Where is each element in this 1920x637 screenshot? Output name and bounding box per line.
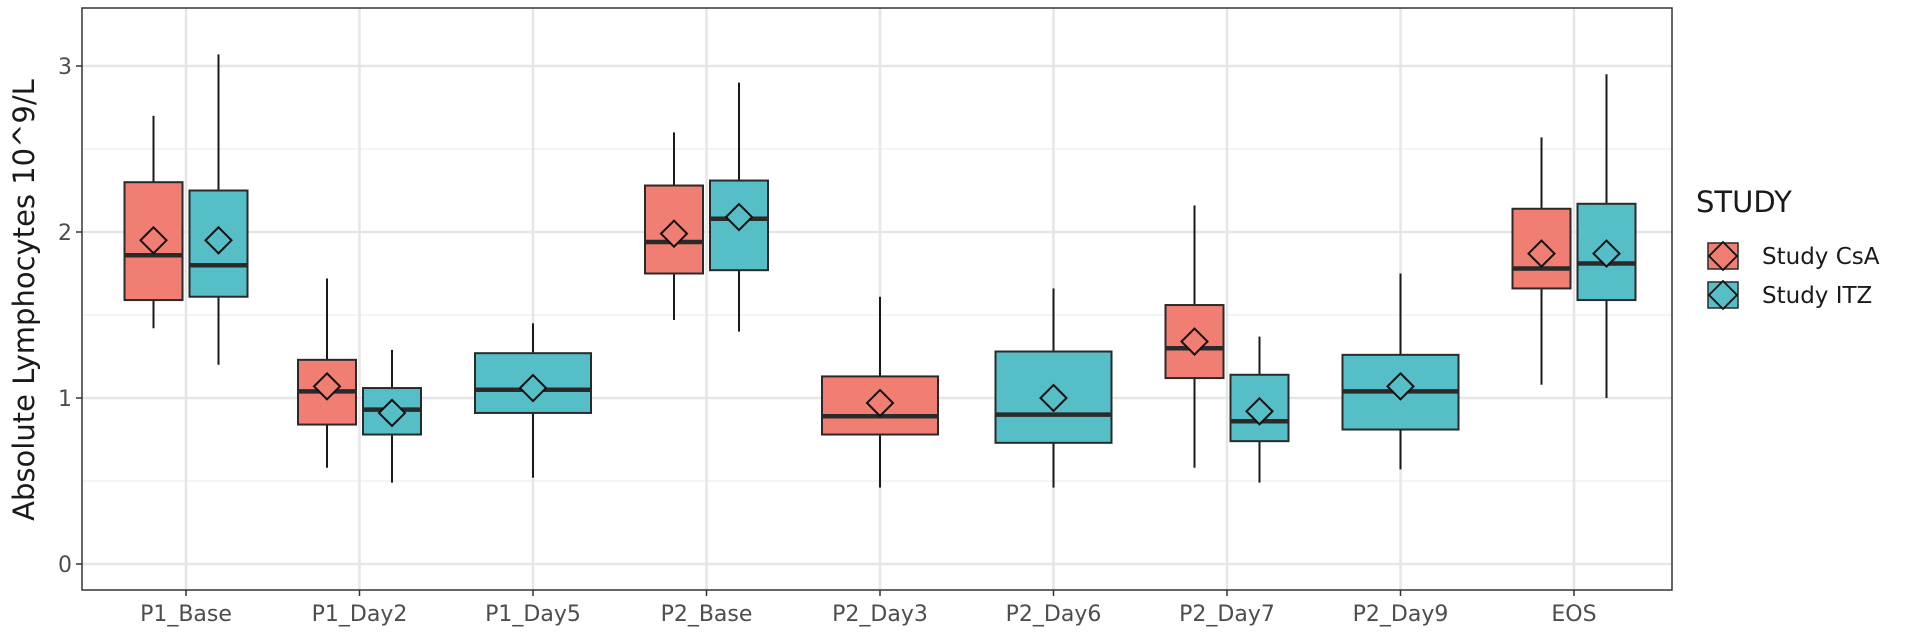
mean-marker xyxy=(1039,383,1068,413)
boxes-layer xyxy=(123,54,1637,488)
x-tick-label: P1_Day2 xyxy=(312,602,408,627)
box-study-itz-p2_base xyxy=(709,82,769,332)
box-study-itz-eos xyxy=(1576,74,1637,398)
x-tick-label: EOS xyxy=(1551,602,1596,627)
mean-marker xyxy=(204,225,233,255)
x-tick-label: P1_Day5 xyxy=(485,602,581,627)
grid-minor xyxy=(82,148,1672,482)
y-tick-label: 3 xyxy=(58,55,72,80)
y-tick-label: 2 xyxy=(58,221,72,246)
box-study-csa-p1_day2 xyxy=(297,278,357,468)
mean-marker xyxy=(377,398,407,428)
plot-panel-border xyxy=(81,7,1673,591)
mean-marker xyxy=(518,373,548,403)
box-study-csa-p2_base xyxy=(644,132,704,320)
legend-label: Study CsA xyxy=(1762,244,1880,270)
x-tick-label: P2_Base xyxy=(661,602,753,627)
legend-entry-study-csa: Study CsA xyxy=(1707,240,1880,272)
mean-marker xyxy=(1592,239,1621,268)
x-tick-label: P2_Day7 xyxy=(1179,602,1275,627)
box-study-itz-p1_base xyxy=(188,54,249,365)
x-axis: P1_Base P1_Day2 P1_Day5 P2_Base P2_Day3 P2_Da… xyxy=(140,590,1597,627)
box-study-csa-p1_base xyxy=(123,115,184,329)
x-tick-label: P2_Day9 xyxy=(1353,602,1449,627)
y-tick-label: 1 xyxy=(58,387,72,412)
mean-marker xyxy=(1386,371,1415,401)
box-study-itz-p2_day7 xyxy=(1229,336,1290,483)
mean-marker xyxy=(139,225,168,255)
box-study-itz-p1_day5 xyxy=(474,323,592,478)
box-study-itz-p1_day2 xyxy=(362,349,422,483)
mean-marker xyxy=(312,371,342,401)
mean-marker xyxy=(1180,327,1209,356)
y-tick-label: 0 xyxy=(58,553,72,578)
legend: STUDY Study CsA Study ITZ xyxy=(1696,185,1880,311)
legend-entry-study-itz: Study ITZ xyxy=(1707,279,1872,311)
legend-title: STUDY xyxy=(1696,185,1792,219)
x-tick-label: P1_Base xyxy=(140,602,232,627)
legend-label: Study ITZ xyxy=(1762,283,1872,309)
legend-key-diamond xyxy=(1707,279,1739,311)
mean-marker xyxy=(724,202,754,232)
x-tick-label: P2_Day3 xyxy=(832,602,928,627)
y-axis: 0 1 2 3 xyxy=(58,55,82,578)
x-tick-label: P2_Day6 xyxy=(1006,602,1102,627)
box-study-csa-p2_day7 xyxy=(1164,205,1225,468)
legend-key-diamond xyxy=(1707,240,1739,272)
mean-marker xyxy=(659,219,689,249)
mean-marker xyxy=(1527,239,1556,268)
box-study-csa-eos xyxy=(1511,137,1572,385)
plot-panel-background xyxy=(82,8,1672,590)
mean-marker xyxy=(1245,396,1274,426)
mean-marker xyxy=(865,388,895,418)
box-study-csa-p2_day3 xyxy=(821,296,939,488)
box-study-itz-p2_day9 xyxy=(1341,273,1460,470)
box-study-itz-p2_day6 xyxy=(994,288,1113,488)
y-axis-title: Absolute Lymphocytes 10^9/L xyxy=(7,79,41,521)
